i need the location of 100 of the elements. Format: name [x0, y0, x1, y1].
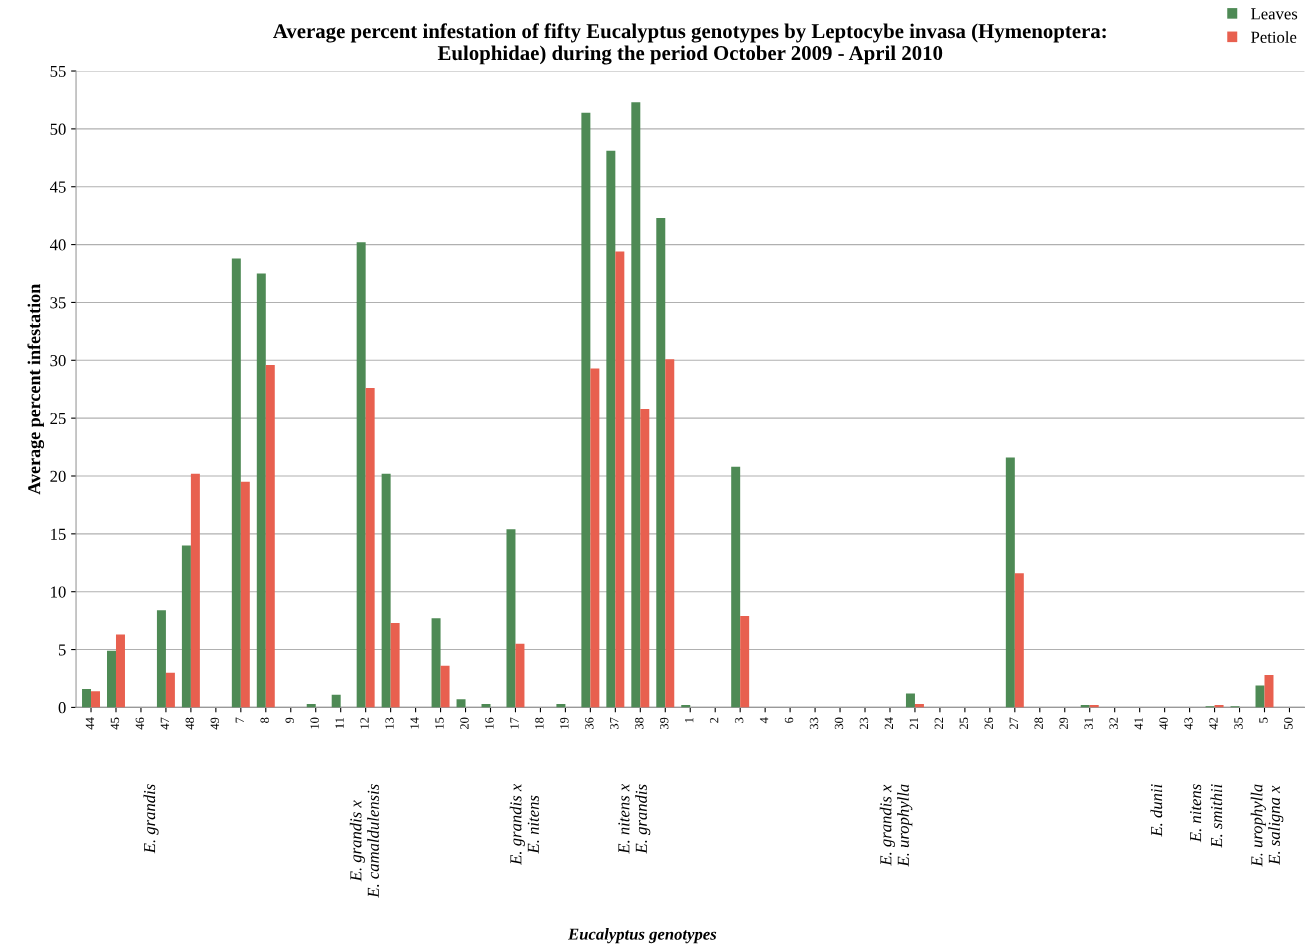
bar [905, 693, 915, 708]
y-tick-label: 10 [51, 586, 66, 598]
x-tick-label: 45 [110, 717, 120, 730]
y-tick-label: 20 [50, 470, 66, 482]
bar [431, 618, 441, 708]
x-tick-label: 20 [460, 717, 469, 730]
bar [740, 616, 750, 708]
y-tick-label: 45 [49, 181, 66, 193]
bar [165, 672, 175, 708]
x-tick-label: 2 [709, 717, 719, 723]
bar [156, 610, 166, 708]
y-tick-label: 50 [50, 123, 66, 135]
text: E. nitens [1190, 784, 1202, 843]
y-tick-label: 30 [50, 354, 66, 367]
y-tick-label: 35 [50, 297, 66, 309]
x-tick-label: 16 [485, 717, 494, 729]
x-tick-label: 49 [210, 717, 219, 730]
text: E. grandis x E. camaldulensis [349, 784, 379, 898]
y-tick-label: 25 [50, 412, 66, 425]
x-tick-label: 13 [385, 717, 394, 729]
legend-label: Petiole [1251, 31, 1297, 43]
bar [731, 466, 741, 708]
x-tick-label: 26 [984, 717, 993, 730]
x-tick-label: 43 [1184, 717, 1193, 730]
bar [640, 408, 650, 708]
bar [365, 388, 375, 708]
x-tick-label: 42 [1209, 717, 1218, 730]
bar [190, 473, 200, 708]
bar [107, 650, 116, 708]
x-tick-label: 22 [934, 717, 943, 730]
y-axis-title: Average percent infestation [27, 284, 45, 495]
text: E. grandis x E. nitens [509, 783, 539, 865]
x-tick-label: 23 [859, 717, 869, 730]
bar [265, 364, 275, 708]
x-tick-label: 19 [560, 717, 569, 729]
x-tick-label: 18 [535, 717, 544, 729]
x-tick-label: 10 [310, 717, 319, 729]
legend-label: Leaves [1251, 8, 1298, 20]
bar [240, 481, 250, 708]
bar [456, 699, 466, 708]
y-tick-label: 0 [58, 702, 66, 714]
x-tick-label: 31 [1084, 717, 1093, 730]
x-tick-label: 46 [135, 717, 145, 730]
bar [1005, 457, 1015, 708]
x-tick-label: 25 [959, 717, 969, 730]
bar [256, 273, 266, 708]
bar [606, 150, 616, 708]
bar [506, 529, 516, 708]
x-tick-label: 32 [1109, 717, 1118, 730]
x-tick-label: 3 [734, 717, 744, 723]
x-tick-label: 48 [185, 717, 195, 730]
x-tick-label: 47 [160, 717, 169, 730]
x-tick-label: 11 [335, 717, 344, 729]
bar [656, 217, 666, 708]
x-tick-label: 40 [1159, 717, 1168, 730]
bar [356, 242, 366, 708]
text: E. smithii [1210, 784, 1223, 848]
y-tick-label: 40 [49, 239, 66, 251]
bar [581, 112, 591, 708]
bar [181, 545, 191, 708]
bar [515, 643, 525, 708]
bar [331, 694, 341, 708]
bar [91, 691, 101, 708]
bar [82, 688, 92, 708]
x-tick-label: 30 [834, 717, 844, 730]
bar [440, 665, 450, 708]
text: Eucalyptus genotypes [567, 928, 717, 944]
x-tick-label: 4 [759, 717, 769, 724]
x-tick-label: 38 [635, 717, 644, 730]
x-tick-label: 5 [1259, 717, 1268, 723]
x-tick-label: 9 [285, 717, 294, 723]
x-tick-label: 21 [909, 717, 918, 730]
x-tick-label: 50 [1284, 717, 1293, 729]
text: E. dunii [1150, 784, 1163, 837]
y-tick-label: 5 [58, 644, 66, 656]
x-tick-label: 8 [260, 717, 269, 723]
x-tick-label: 29 [1059, 717, 1068, 730]
text: E. urophylla E. saligna x [1250, 784, 1284, 867]
bar [615, 251, 625, 708]
x-tick-label: 15 [435, 717, 444, 729]
x-tick-label: 41 [1134, 717, 1143, 730]
chart-title: Average percent infestation of fifty Eucalyptus genotypes by Leptocybe invasa (Hymenoptera: Eulophidae) during the period October 2009 - April 2010 [273, 23, 1106, 65]
y-tick-label: 55 [50, 65, 66, 77]
x-tick-label: 36 [585, 717, 594, 730]
bar [115, 634, 125, 708]
bar [1014, 573, 1024, 708]
x-tick-label: 35 [1234, 717, 1243, 730]
text: E. grandis [143, 784, 159, 854]
y-tick-label: 15 [51, 528, 66, 540]
text: E. grandis x E. urophylla [879, 784, 913, 867]
x-tick-label: 1 [685, 717, 694, 723]
bar [390, 622, 400, 708]
x-tick-label: 6 [784, 717, 794, 723]
bar [231, 258, 241, 708]
bar [665, 359, 675, 708]
bar [631, 102, 641, 708]
x-tick-label: 17 [510, 717, 519, 729]
x-tick-label: 37 [610, 717, 619, 730]
x-tick-label: 44 [85, 717, 95, 730]
bar [590, 368, 600, 708]
